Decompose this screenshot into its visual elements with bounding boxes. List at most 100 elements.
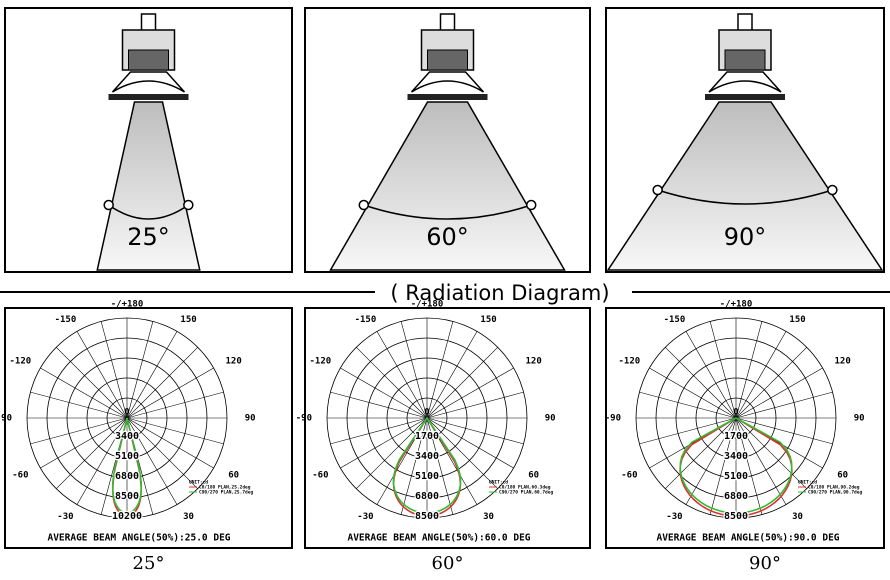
polar-spoke (639, 391, 737, 419)
arc-marker (525, 199, 537, 211)
polar-spoke (685, 417, 737, 505)
beam-label: 60° (426, 223, 469, 251)
angle-label: 120 (834, 357, 850, 367)
polar-spoke (426, 417, 498, 489)
polar-spoke (356, 417, 428, 489)
angle-label: 120 (225, 357, 241, 367)
angle-label: 30 (183, 512, 194, 522)
angle-label: 30 (792, 512, 803, 522)
radial-label: 1700 (415, 431, 439, 442)
angle-label: 150 (789, 315, 805, 325)
polar-spoke (330, 391, 428, 419)
angle-label: 90 (854, 414, 865, 424)
radial-label: 3400 (724, 451, 748, 462)
polar-spoke (735, 367, 823, 419)
lamp-base (407, 94, 488, 100)
polar-spoke (340, 367, 428, 419)
arc-marker (183, 199, 194, 211)
angle-label: -60 (621, 471, 637, 481)
reflector (111, 71, 186, 93)
polar-spoke (426, 367, 514, 419)
legend-text: UNIT:cd (798, 480, 817, 486)
polar-spoke (426, 417, 514, 469)
radial-label: 3400 (115, 431, 139, 442)
legend-text: UNIT:cd (189, 480, 208, 486)
polar-spoke (426, 347, 498, 419)
diagram-panel (304, 307, 591, 549)
polar-spoke (40, 367, 128, 419)
angle-label: -30 (666, 512, 682, 522)
angle-label: -120 (10, 357, 32, 367)
angle-label: -90 (296, 414, 312, 424)
polar-spoke (76, 417, 128, 505)
angle-label: -60 (312, 471, 328, 481)
lamp-base (705, 94, 785, 100)
legend-text: C90/270 PLAN,60.7deg (499, 490, 553, 496)
polar-spoke (735, 417, 833, 445)
angle-label: -120 (310, 357, 332, 367)
polar-spoke (30, 417, 128, 445)
polar-spoke (126, 417, 224, 445)
polar-spoke (126, 367, 214, 419)
polar-spoke (665, 347, 737, 419)
angle-label: -30 (357, 512, 373, 522)
angle-label: 0 (733, 408, 738, 418)
intensity-curve (111, 417, 143, 514)
angle-label: 60 (528, 471, 539, 481)
polar-spoke (639, 417, 737, 445)
intensity-curve (679, 417, 793, 517)
angle-label: 120 (525, 357, 541, 367)
angle-label: -30 (57, 512, 73, 522)
intensity-curve (392, 416, 462, 514)
polar-spoke (426, 391, 524, 419)
polar-spoke (735, 417, 807, 489)
polar-spoke (735, 417, 763, 515)
polar-spoke (685, 331, 737, 419)
angle-label: -150 (664, 315, 686, 325)
angle-label: 30 (483, 512, 494, 522)
polar-spoke (426, 321, 454, 419)
beam-arc (363, 204, 532, 220)
polar-spoke (340, 417, 428, 469)
polar-spoke (126, 391, 224, 419)
intensity-curve (392, 416, 462, 517)
legend-text: C90/270 PLAN,25.7deg (199, 490, 253, 496)
radial-label: 1700 (724, 431, 748, 442)
angle-label: -90 (605, 414, 621, 424)
polar-spoke (735, 321, 763, 419)
polar-spoke (126, 417, 178, 505)
caption: 60° (432, 553, 464, 574)
legend-text: C0/180 PLAN,25.2deg (199, 485, 251, 491)
arc-marker (358, 199, 370, 211)
diagram-panel (4, 307, 293, 549)
light-cone (329, 101, 566, 271)
beam-footer: AVERAGE BEAM ANGLE(50%):25.0 DEG (47, 533, 230, 544)
arc-marker (103, 199, 114, 211)
radial-label: 6800 (724, 491, 748, 502)
angle-label: -150 (355, 315, 377, 325)
legend-text: C90/270 PLAN,90.7deg (808, 490, 862, 496)
radial-label: 5100 (724, 471, 748, 482)
polar-spoke (426, 331, 478, 419)
polar-spoke (56, 417, 128, 489)
angle-label: 60 (837, 471, 848, 481)
polar-spoke (376, 331, 428, 419)
angle-label: -/+180 (720, 300, 753, 310)
legend-text: UNIT:cd (489, 480, 508, 486)
polar-spoke (665, 417, 737, 489)
lamp-body (128, 49, 169, 71)
legend-text: C0/180 PLAN,90.2deg (808, 485, 860, 491)
angle-label: 60 (228, 471, 239, 481)
polar-spoke (735, 331, 787, 419)
caption: 25° (133, 553, 165, 574)
reflector (410, 71, 485, 93)
polar-spoke (126, 331, 178, 419)
lamp-body (724, 49, 766, 71)
polar-spoke (356, 347, 428, 419)
radial-label: 6800 (115, 471, 139, 482)
polar-spoke (126, 321, 154, 419)
legend-text: C0/180 PLAN,60.3deg (499, 485, 551, 491)
light-cone (96, 101, 201, 271)
beam-label: 90° (724, 223, 767, 251)
